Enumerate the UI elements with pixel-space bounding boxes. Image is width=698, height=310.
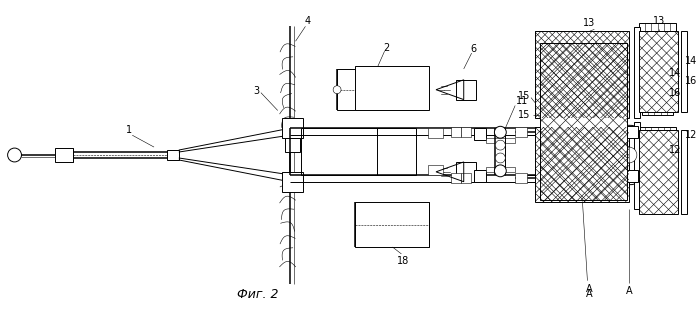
Text: 18: 18 — [397, 256, 410, 266]
Bar — [474, 170, 486, 182]
Text: 16: 16 — [669, 88, 681, 98]
Text: 12: 12 — [685, 130, 698, 140]
Bar — [486, 138, 515, 143]
Bar — [624, 170, 638, 182]
Bar — [639, 24, 676, 100]
Text: 12: 12 — [669, 145, 681, 155]
Bar — [639, 130, 678, 214]
Bar — [515, 127, 527, 137]
Text: Фиг. 2: Фиг. 2 — [237, 288, 279, 301]
Bar — [634, 27, 640, 118]
Bar — [282, 172, 304, 192]
Text: 1: 1 — [126, 125, 133, 135]
Text: 3: 3 — [253, 86, 259, 96]
Text: 4: 4 — [304, 16, 311, 26]
Bar — [634, 122, 640, 210]
Bar — [535, 127, 629, 202]
Bar — [486, 167, 515, 172]
Bar — [639, 127, 676, 205]
Bar — [451, 127, 461, 137]
Text: 14: 14 — [669, 68, 681, 78]
Text: 13: 13 — [584, 18, 595, 29]
Text: A: A — [625, 286, 632, 295]
Text: A: A — [586, 289, 593, 299]
Text: 13: 13 — [653, 16, 664, 26]
Circle shape — [496, 140, 505, 150]
Bar — [681, 31, 688, 113]
Text: 14: 14 — [685, 56, 697, 66]
Bar — [681, 130, 688, 214]
Bar — [535, 31, 629, 118]
Bar — [540, 43, 627, 200]
Circle shape — [600, 125, 659, 185]
Text: 15: 15 — [518, 110, 530, 120]
Bar — [639, 31, 678, 113]
Bar — [282, 118, 304, 138]
Text: 15: 15 — [518, 91, 530, 101]
Bar — [535, 127, 629, 202]
Text: A: A — [586, 284, 593, 294]
Bar — [461, 127, 470, 137]
Bar — [285, 138, 300, 152]
Bar — [428, 128, 443, 138]
Circle shape — [333, 86, 341, 94]
Text: 6: 6 — [470, 44, 477, 54]
Bar — [167, 150, 179, 160]
Text: 16: 16 — [685, 76, 697, 86]
Circle shape — [496, 153, 505, 163]
Text: 2: 2 — [383, 43, 389, 53]
Bar — [456, 80, 475, 100]
Bar — [474, 128, 486, 140]
Bar — [535, 31, 629, 118]
Bar — [428, 165, 443, 175]
Circle shape — [413, 86, 420, 94]
Text: 11: 11 — [516, 95, 528, 106]
Bar — [461, 173, 470, 183]
Bar — [355, 202, 429, 247]
Bar — [355, 66, 429, 110]
Circle shape — [621, 147, 637, 163]
Circle shape — [494, 126, 506, 138]
Bar — [451, 173, 461, 183]
Bar — [515, 173, 527, 183]
Bar — [55, 148, 73, 162]
Bar — [642, 31, 674, 115]
Circle shape — [494, 165, 506, 177]
Bar — [456, 162, 475, 182]
Bar — [624, 126, 638, 138]
Circle shape — [8, 148, 22, 162]
Bar — [337, 69, 416, 110]
